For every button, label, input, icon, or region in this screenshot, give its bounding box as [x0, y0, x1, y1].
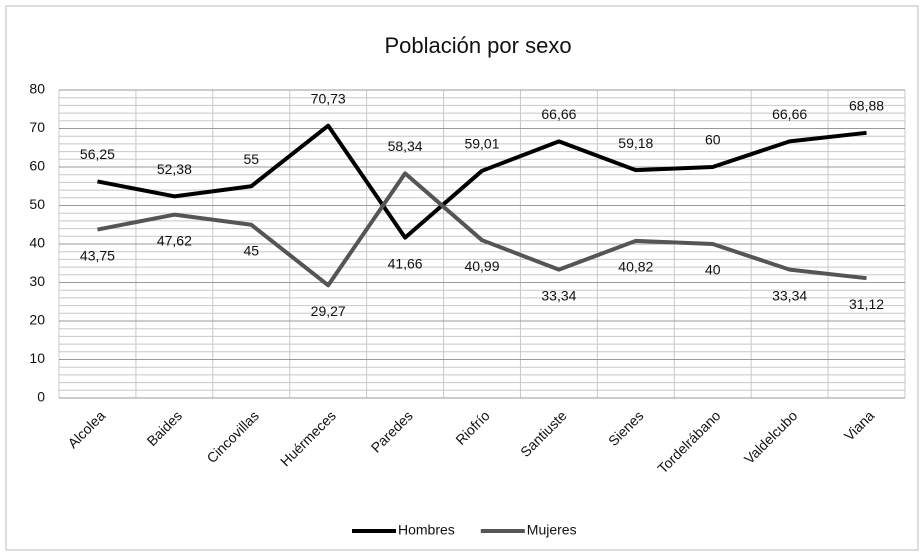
data-label: 40 — [705, 262, 721, 278]
y-tick-label: 30 — [29, 273, 45, 289]
y-tick-label: 60 — [29, 158, 45, 174]
data-label: 45 — [243, 242, 259, 258]
data-label: 33,34 — [541, 287, 576, 303]
series-line — [97, 123, 867, 240]
data-label: 41,66 — [388, 255, 423, 271]
y-tick-label: 70 — [29, 119, 45, 135]
data-label: 59,01 — [464, 136, 499, 152]
legend-label: Hombres — [398, 522, 455, 538]
y-tick-label: 20 — [29, 312, 45, 328]
data-label: 66,66 — [772, 106, 807, 122]
data-label: 66,66 — [541, 106, 576, 122]
data-label: 68,88 — [849, 98, 884, 114]
y-tick-label: 10 — [29, 350, 45, 366]
data-label: 52,38 — [157, 161, 192, 177]
data-label: 43,75 — [80, 247, 115, 263]
legend-label: Mujeres — [527, 522, 577, 538]
data-label: 40,99 — [464, 258, 499, 274]
data-label: 60 — [705, 132, 721, 148]
data-label: 29,27 — [311, 303, 346, 319]
data-label: 33,34 — [772, 287, 807, 303]
chart-title: Población por sexo — [384, 33, 571, 58]
data-label: 55 — [243, 151, 259, 167]
series-line — [97, 171, 867, 288]
data-label: 59,18 — [618, 135, 653, 151]
y-tick-label: 40 — [29, 235, 45, 251]
y-tick-label: 0 — [37, 389, 45, 405]
data-label: 58,34 — [388, 138, 423, 154]
data-label: 40,82 — [618, 259, 653, 275]
y-tick-label: 50 — [29, 196, 45, 212]
data-label: 70,73 — [311, 90, 346, 106]
data-label: 31,12 — [849, 296, 884, 312]
y-tick-label: 80 — [29, 81, 45, 97]
chart-frame — [5, 5, 919, 551]
data-label: 47,62 — [157, 232, 192, 248]
data-label: 56,25 — [80, 146, 115, 162]
